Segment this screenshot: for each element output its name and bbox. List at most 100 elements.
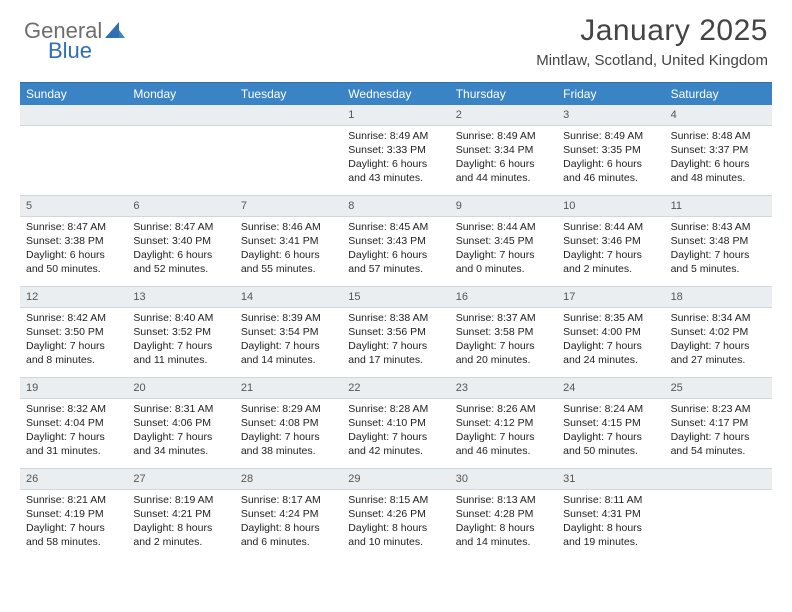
dow-sunday: Sunday — [20, 83, 127, 105]
daylight-text: Daylight: 6 hours and 50 minutes. — [26, 248, 121, 276]
day-cell: 2Sunrise: 8:49 AMSunset: 3:34 PMDaylight… — [450, 105, 557, 195]
day-number: 27 — [127, 469, 234, 489]
sunrise-text: Sunrise: 8:37 AM — [456, 311, 551, 325]
day-number: 30 — [450, 469, 557, 489]
sunrise-text: Sunrise: 8:38 AM — [348, 311, 443, 325]
sunset-text: Sunset: 4:17 PM — [671, 416, 766, 430]
sunset-text: Sunset: 4:19 PM — [26, 507, 121, 521]
sunrise-text: Sunrise: 8:44 AM — [456, 220, 551, 234]
day-cell: 0 — [235, 105, 342, 195]
day-cell: 30Sunrise: 8:13 AMSunset: 4:28 PMDayligh… — [450, 469, 557, 559]
sunrise-text: Sunrise: 8:11 AM — [563, 493, 658, 507]
day-body: Sunrise: 8:31 AMSunset: 4:06 PMDaylight:… — [127, 399, 234, 465]
sunrise-text: Sunrise: 8:49 AM — [563, 129, 658, 143]
week-row: 0001Sunrise: 8:49 AMSunset: 3:33 PMDayli… — [20, 105, 772, 195]
sunset-text: Sunset: 4:04 PM — [26, 416, 121, 430]
sunrise-text: Sunrise: 8:35 AM — [563, 311, 658, 325]
daylight-text: Daylight: 7 hours and 24 minutes. — [563, 339, 658, 367]
week-row: 5Sunrise: 8:47 AMSunset: 3:38 PMDaylight… — [20, 195, 772, 286]
sunset-text: Sunset: 3:48 PM — [671, 234, 766, 248]
sunrise-text: Sunrise: 8:47 AM — [26, 220, 121, 234]
page-subtitle: Mintlaw, Scotland, United Kingdom — [536, 52, 768, 69]
dow-tuesday: Tuesday — [235, 83, 342, 105]
day-number: 5 — [20, 196, 127, 216]
day-cell: 9Sunrise: 8:44 AMSunset: 3:45 PMDaylight… — [450, 196, 557, 286]
sunrise-text: Sunrise: 8:49 AM — [348, 129, 443, 143]
daylight-text: Daylight: 7 hours and 2 minutes. — [563, 248, 658, 276]
day-body: Sunrise: 8:11 AMSunset: 4:31 PMDaylight:… — [557, 490, 664, 556]
sunrise-text: Sunrise: 8:23 AM — [671, 402, 766, 416]
day-cell: 6Sunrise: 8:47 AMSunset: 3:40 PMDaylight… — [127, 196, 234, 286]
sunset-text: Sunset: 4:00 PM — [563, 325, 658, 339]
day-cell: 26Sunrise: 8:21 AMSunset: 4:19 PMDayligh… — [20, 469, 127, 559]
sunrise-text: Sunrise: 8:26 AM — [456, 402, 551, 416]
day-cell: 3Sunrise: 8:49 AMSunset: 3:35 PMDaylight… — [557, 105, 664, 195]
daylight-text: Daylight: 8 hours and 19 minutes. — [563, 521, 658, 549]
daylight-text: Daylight: 8 hours and 14 minutes. — [456, 521, 551, 549]
day-number: 17 — [557, 287, 664, 307]
daylight-text: Daylight: 7 hours and 50 minutes. — [563, 430, 658, 458]
sunrise-text: Sunrise: 8:32 AM — [26, 402, 121, 416]
day-body: Sunrise: 8:39 AMSunset: 3:54 PMDaylight:… — [235, 308, 342, 374]
daylight-text: Daylight: 6 hours and 55 minutes. — [241, 248, 336, 276]
day-number: 22 — [342, 378, 449, 398]
daylight-text: Daylight: 7 hours and 0 minutes. — [456, 248, 551, 276]
day-body: Sunrise: 8:37 AMSunset: 3:58 PMDaylight:… — [450, 308, 557, 374]
sunrise-text: Sunrise: 8:47 AM — [133, 220, 228, 234]
day-number: 3 — [557, 105, 664, 125]
day-number: 23 — [450, 378, 557, 398]
day-cell: 0 — [20, 105, 127, 195]
day-body: Sunrise: 8:19 AMSunset: 4:21 PMDaylight:… — [127, 490, 234, 556]
day-body: Sunrise: 8:29 AMSunset: 4:08 PMDaylight:… — [235, 399, 342, 465]
sunrise-text: Sunrise: 8:42 AM — [26, 311, 121, 325]
day-cell: 12Sunrise: 8:42 AMSunset: 3:50 PMDayligh… — [20, 287, 127, 377]
day-number: 28 — [235, 469, 342, 489]
day-cell: 1Sunrise: 8:49 AMSunset: 3:33 PMDaylight… — [342, 105, 449, 195]
day-body: Sunrise: 8:47 AMSunset: 3:40 PMDaylight:… — [127, 217, 234, 283]
sunset-text: Sunset: 4:15 PM — [563, 416, 658, 430]
sunrise-text: Sunrise: 8:46 AM — [241, 220, 336, 234]
daylight-text: Daylight: 8 hours and 6 minutes. — [241, 521, 336, 549]
sunset-text: Sunset: 4:06 PM — [133, 416, 228, 430]
day-body: Sunrise: 8:49 AMSunset: 3:34 PMDaylight:… — [450, 126, 557, 192]
day-cell: 29Sunrise: 8:15 AMSunset: 4:26 PMDayligh… — [342, 469, 449, 559]
day-cell: 14Sunrise: 8:39 AMSunset: 3:54 PMDayligh… — [235, 287, 342, 377]
day-number: 1 — [342, 105, 449, 125]
sunset-text: Sunset: 3:56 PM — [348, 325, 443, 339]
day-cell: 28Sunrise: 8:17 AMSunset: 4:24 PMDayligh… — [235, 469, 342, 559]
day-cell: 4Sunrise: 8:48 AMSunset: 3:37 PMDaylight… — [665, 105, 772, 195]
day-body: Sunrise: 8:40 AMSunset: 3:52 PMDaylight:… — [127, 308, 234, 374]
day-number: 31 — [557, 469, 664, 489]
day-cell: 19Sunrise: 8:32 AMSunset: 4:04 PMDayligh… — [20, 378, 127, 468]
daylight-text: Daylight: 6 hours and 52 minutes. — [133, 248, 228, 276]
sunset-text: Sunset: 4:21 PM — [133, 507, 228, 521]
dow-friday: Friday — [557, 83, 664, 105]
day-body: Sunrise: 8:15 AMSunset: 4:26 PMDaylight:… — [342, 490, 449, 556]
daylight-text: Daylight: 7 hours and 42 minutes. — [348, 430, 443, 458]
day-cell: 10Sunrise: 8:44 AMSunset: 3:46 PMDayligh… — [557, 196, 664, 286]
week-row: 26Sunrise: 8:21 AMSunset: 4:19 PMDayligh… — [20, 468, 772, 559]
day-cell: 7Sunrise: 8:46 AMSunset: 3:41 PMDaylight… — [235, 196, 342, 286]
daylight-text: Daylight: 6 hours and 48 minutes. — [671, 157, 766, 185]
sunrise-text: Sunrise: 8:34 AM — [671, 311, 766, 325]
day-number: 20 — [127, 378, 234, 398]
day-number: 21 — [235, 378, 342, 398]
sunrise-text: Sunrise: 8:17 AM — [241, 493, 336, 507]
sunrise-text: Sunrise: 8:15 AM — [348, 493, 443, 507]
day-body: Sunrise: 8:17 AMSunset: 4:24 PMDaylight:… — [235, 490, 342, 556]
day-cell: 22Sunrise: 8:28 AMSunset: 4:10 PMDayligh… — [342, 378, 449, 468]
day-number: 11 — [665, 196, 772, 216]
weeks-container: 0001Sunrise: 8:49 AMSunset: 3:33 PMDayli… — [20, 105, 772, 559]
sunrise-text: Sunrise: 8:48 AM — [671, 129, 766, 143]
day-body: Sunrise: 8:47 AMSunset: 3:38 PMDaylight:… — [20, 217, 127, 283]
daylight-text: Daylight: 7 hours and 5 minutes. — [671, 248, 766, 276]
day-body: Sunrise: 8:49 AMSunset: 3:35 PMDaylight:… — [557, 126, 664, 192]
day-cell: 16Sunrise: 8:37 AMSunset: 3:58 PMDayligh… — [450, 287, 557, 377]
sunset-text: Sunset: 4:10 PM — [348, 416, 443, 430]
day-cell: 13Sunrise: 8:40 AMSunset: 3:52 PMDayligh… — [127, 287, 234, 377]
sunrise-text: Sunrise: 8:43 AM — [671, 220, 766, 234]
day-body: Sunrise: 8:28 AMSunset: 4:10 PMDaylight:… — [342, 399, 449, 465]
logo-text-blue: Blue — [48, 38, 92, 64]
daylight-text: Daylight: 7 hours and 17 minutes. — [348, 339, 443, 367]
sunset-text: Sunset: 4:12 PM — [456, 416, 551, 430]
